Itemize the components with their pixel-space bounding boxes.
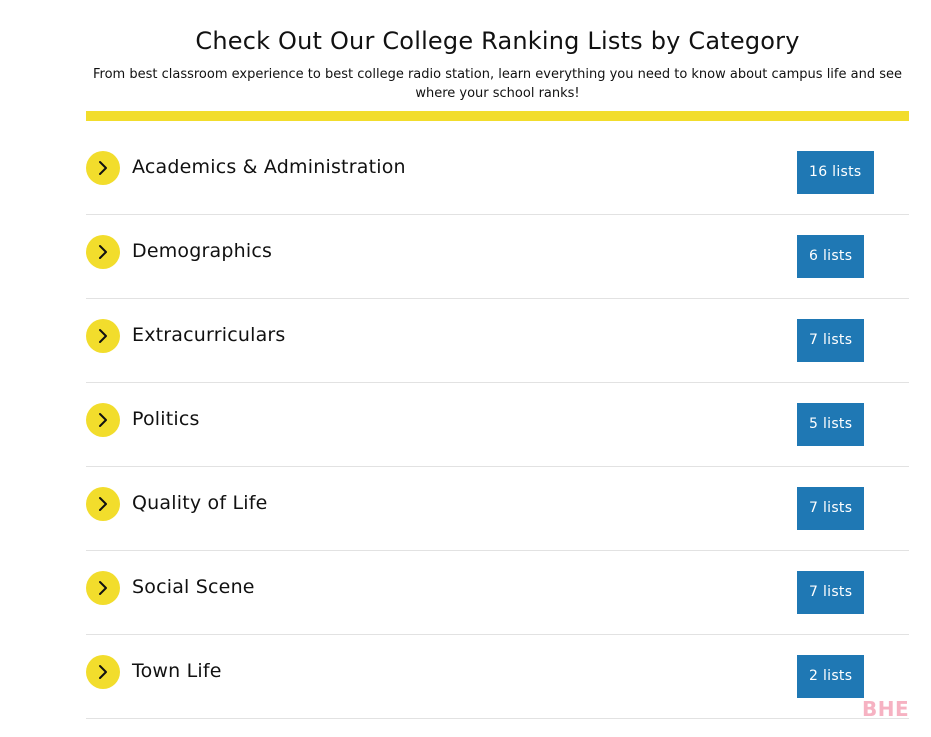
category-name[interactable]: Extracurriculars [132,324,286,346]
chevron-right-icon[interactable] [86,235,120,269]
list-count-badge[interactable]: 6 lists [797,235,865,278]
chevron-right-icon[interactable] [86,319,120,353]
category-name[interactable]: Social Scene [132,576,255,598]
chevron-right-icon[interactable] [86,571,120,605]
list-count-badge[interactable]: 7 lists [797,571,865,614]
list-count-badge[interactable]: 2 lists [797,655,865,698]
category-row-demographics[interactable]: Demographics 6 lists [86,215,909,299]
chevron-right-icon[interactable] [86,151,120,185]
category-row-town-life[interactable]: Town Life 2 lists [86,635,909,719]
chevron-right-icon[interactable] [86,487,120,521]
category-name[interactable]: Academics & Administration [132,156,406,178]
page-title: Check Out Our College Ranking Lists by C… [195,27,800,55]
category-row-social-scene[interactable]: Social Scene 7 lists [86,551,909,635]
category-row-academics-administration[interactable]: Academics & Administration 16 lists [86,131,909,215]
category-row-extracurriculars[interactable]: Extracurriculars 7 lists [86,299,909,383]
page-subtitle: From best classroom experience to best c… [93,67,902,101]
category-name[interactable]: Town Life [132,660,222,682]
category-name[interactable]: Politics [132,408,200,430]
watermark-logo: BHE [862,697,910,721]
list-count-badge[interactable]: 5 lists [797,403,865,446]
category-name[interactable]: Demographics [132,240,273,262]
chevron-right-icon[interactable] [86,655,120,689]
category-row-quality-of-life[interactable]: Quality of Life 7 lists [86,467,909,551]
accent-divider-bar [86,111,909,121]
category-list: Academics & Administration 16 lists Demo… [86,131,909,719]
list-count-badge[interactable]: 7 lists [797,487,865,530]
category-name[interactable]: Quality of Life [132,492,268,514]
category-row-politics[interactable]: Politics 5 lists [86,383,909,467]
list-count-badge[interactable]: 16 lists [797,151,874,194]
chevron-right-icon[interactable] [86,403,120,437]
list-count-badge[interactable]: 7 lists [797,319,865,362]
page-header: Check Out Our College Ranking Lists by C… [86,0,909,103]
